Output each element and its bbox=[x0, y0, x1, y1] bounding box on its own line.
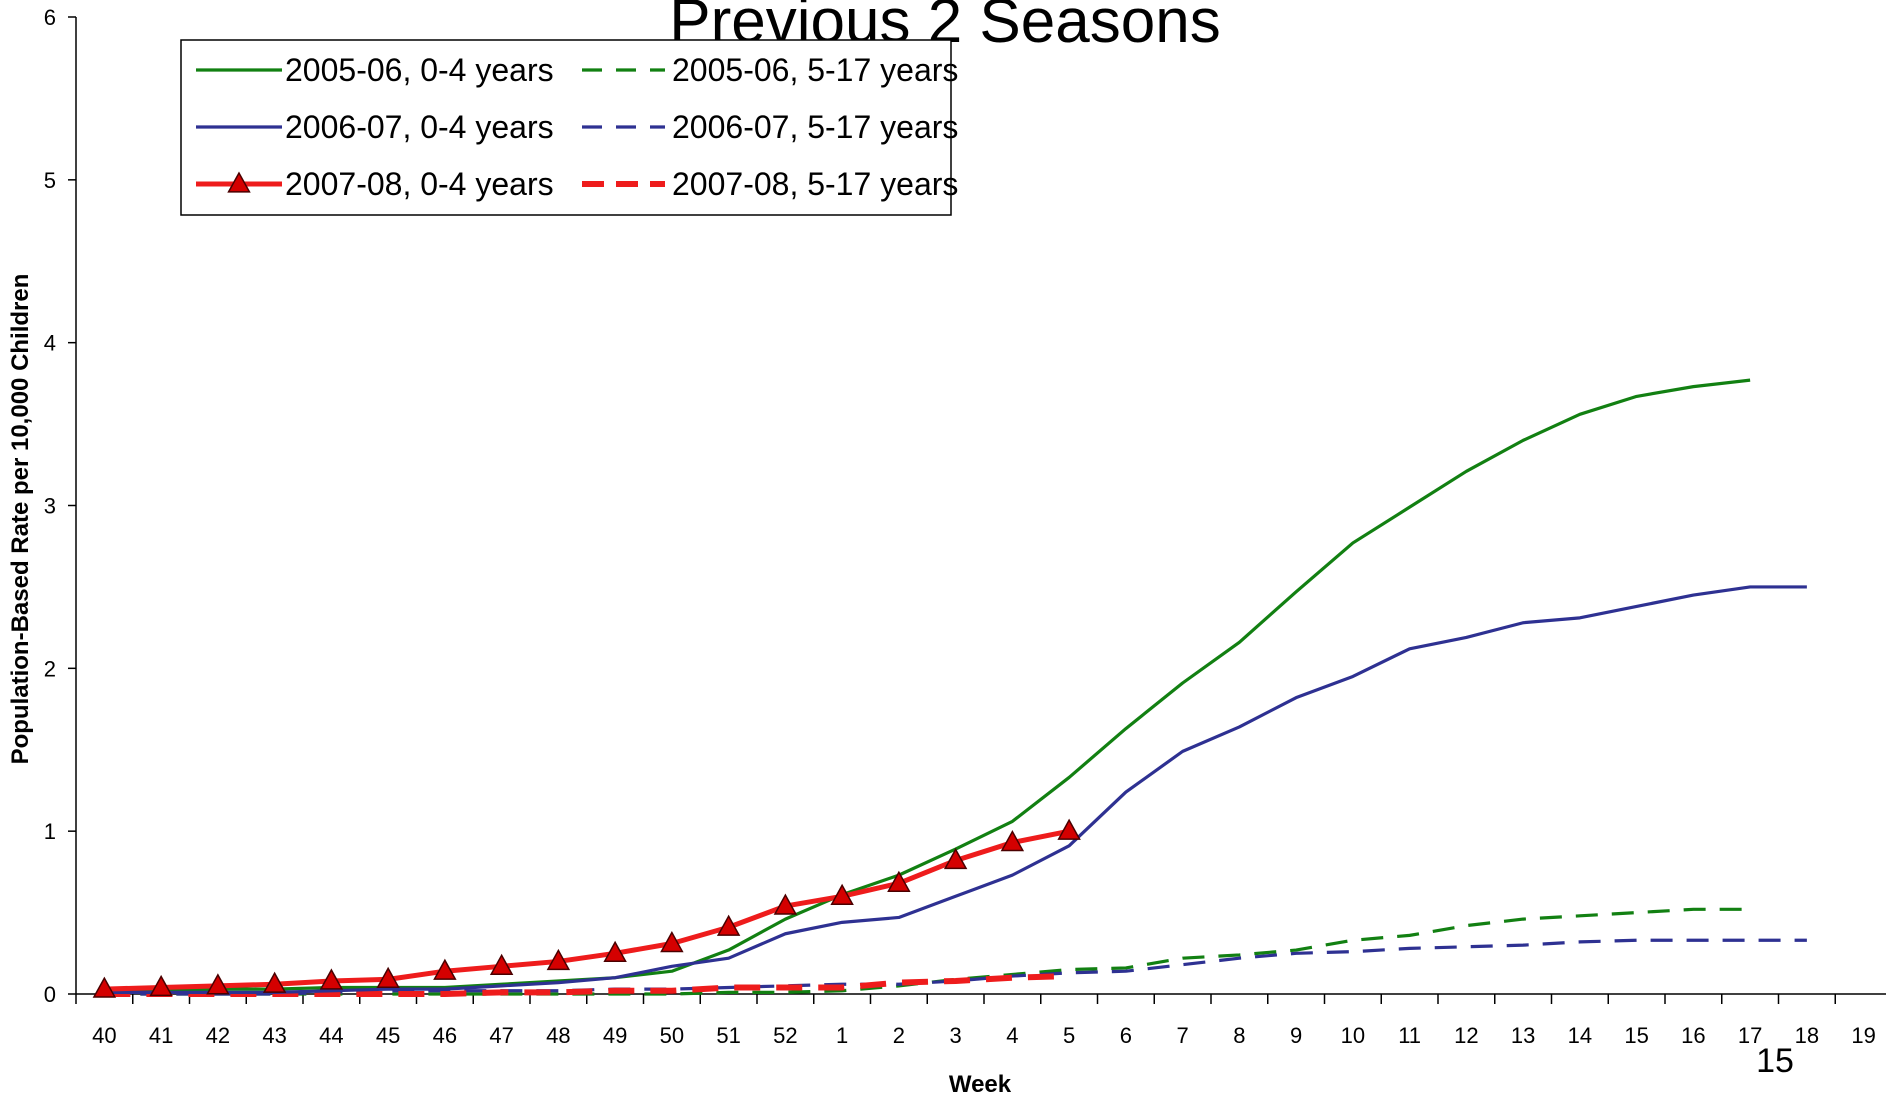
series-line-0 bbox=[104, 378, 1751, 993]
data-point-marker bbox=[660, 930, 684, 953]
legend-label: 2005-06, 5-17 years bbox=[672, 52, 958, 88]
x-tick-label: 19 bbox=[1851, 1023, 1875, 1048]
legend-label: 2006-07, 0-4 years bbox=[285, 109, 554, 145]
legend-box bbox=[180, 39, 952, 216]
series-line-4 bbox=[104, 828, 1070, 992]
x-tick-label: 12 bbox=[1454, 1023, 1478, 1048]
legend-label: 2005-06, 0-4 years bbox=[285, 52, 554, 88]
x-tick-label: 3 bbox=[950, 1023, 962, 1048]
y-axis-title: Population-Based Rate per 10,000 Childre… bbox=[7, 274, 34, 765]
x-tick-label: 2 bbox=[893, 1023, 905, 1048]
data-point-marker bbox=[489, 953, 514, 975]
x-tick-label: 47 bbox=[489, 1023, 513, 1048]
x-tick-label: 48 bbox=[546, 1023, 570, 1048]
x-tick-label: 10 bbox=[1341, 1023, 1365, 1048]
data-point-marker bbox=[716, 914, 741, 936]
legend-marker bbox=[227, 171, 251, 193]
data-point-marker bbox=[376, 966, 400, 989]
x-tick-label: 7 bbox=[1177, 1023, 1189, 1048]
x-tick-label: 42 bbox=[206, 1023, 230, 1048]
x-tick-label: 9 bbox=[1290, 1023, 1302, 1048]
y-tick-label: 5 bbox=[44, 168, 56, 193]
series-line-1 bbox=[104, 907, 1751, 996]
data-point-marker bbox=[943, 847, 968, 870]
x-tick-label: 5 bbox=[1063, 1023, 1075, 1048]
page-number: 15 bbox=[1756, 1042, 1794, 1080]
data-point-marker bbox=[1000, 830, 1025, 852]
x-tick-label: 43 bbox=[262, 1023, 286, 1048]
x-tick-label: 16 bbox=[1681, 1023, 1705, 1048]
x-tick-label: 6 bbox=[1120, 1023, 1132, 1048]
legend: 2005-06, 0-4 years 2005-06, 5-17 years 200… bbox=[180, 39, 958, 216]
data-point-marker bbox=[603, 940, 627, 962]
data-point-marker bbox=[546, 948, 571, 971]
x-tick-label: 51 bbox=[716, 1023, 740, 1048]
data-point-marker bbox=[887, 870, 911, 892]
legend-label: 2007-08, 5-17 years bbox=[672, 166, 958, 202]
x-tick-label: 17 bbox=[1738, 1023, 1762, 1048]
x-tick-label: 46 bbox=[433, 1023, 457, 1048]
data-point-marker bbox=[149, 974, 173, 997]
data-point-marker bbox=[1057, 818, 1081, 840]
data-point-marker bbox=[319, 968, 344, 990]
x-tick-label: 15 bbox=[1624, 1023, 1648, 1048]
x-tick-label: 8 bbox=[1233, 1023, 1245, 1048]
x-tick-label: 44 bbox=[319, 1023, 343, 1048]
x-tick-label: 45 bbox=[376, 1023, 400, 1048]
y-tick-label: 1 bbox=[44, 819, 56, 844]
data-point-marker bbox=[92, 976, 117, 998]
y-tick-label: 3 bbox=[44, 494, 56, 519]
x-tick-label: 4 bbox=[1006, 1023, 1018, 1048]
x-tick-label: 1 bbox=[836, 1023, 848, 1048]
x-tick-label: 11 bbox=[1398, 1023, 1421, 1048]
legend-label: 2006-07, 5-17 years bbox=[672, 109, 958, 145]
data-point-marker bbox=[262, 971, 287, 993]
x-axis-title: Week bbox=[949, 1071, 1012, 1098]
series-line-5 bbox=[104, 973, 1070, 997]
series-layer bbox=[92, 378, 1807, 998]
x-tick-label: 49 bbox=[603, 1023, 627, 1048]
x-tick-label: 52 bbox=[773, 1023, 797, 1048]
x-tick-label: 41 bbox=[149, 1023, 173, 1048]
series-line-2 bbox=[104, 585, 1807, 994]
data-point-marker bbox=[773, 893, 798, 915]
data-point-marker bbox=[206, 973, 230, 995]
series-line-3 bbox=[104, 938, 1807, 996]
data-point-marker bbox=[830, 883, 854, 905]
y-tick-label: 4 bbox=[44, 331, 56, 356]
x-tick-label: 14 bbox=[1568, 1023, 1592, 1048]
x-tick-label: 40 bbox=[92, 1023, 116, 1048]
data-point-marker bbox=[433, 958, 457, 980]
x-tick-label: 50 bbox=[660, 1023, 684, 1048]
y-tick-label: 0 bbox=[44, 982, 56, 1007]
x-tick-label: 13 bbox=[1511, 1023, 1535, 1048]
y-tick-label: 2 bbox=[44, 656, 56, 681]
y-tick-label: 6 bbox=[44, 5, 56, 30]
legend-label: 2007-08, 0-4 years bbox=[285, 166, 554, 202]
x-tick-label: 18 bbox=[1795, 1023, 1819, 1048]
